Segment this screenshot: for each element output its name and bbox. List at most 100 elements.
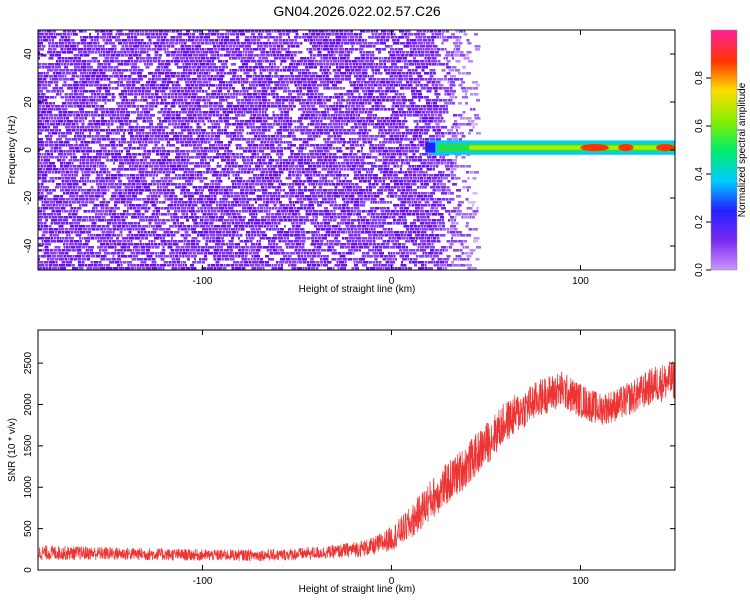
spectrogram-cell [164, 30, 169, 33]
spectrogram-cell [127, 189, 134, 192]
spectrogram-cell [137, 33, 139, 36]
spectrogram-cell [358, 93, 361, 96]
spectrogram-cell [236, 54, 242, 57]
spectrogram-cell [251, 216, 257, 219]
spectrogram-cell [404, 30, 411, 33]
spectrogram-cell [132, 177, 135, 180]
spectrogram-cell [302, 126, 309, 129]
spectrogram-cell [246, 186, 248, 189]
spectrogram-cell [413, 120, 419, 123]
spectrogram-cell [204, 222, 208, 225]
spectrogram-cell [366, 96, 373, 99]
spectrogram-cell [244, 30, 251, 33]
spectrogram-cell [106, 168, 109, 171]
spectrogram-cell [377, 189, 383, 192]
spectrogram-cell [396, 39, 400, 42]
spectrogram-cell [339, 105, 344, 108]
spectrogram-cell [395, 105, 399, 108]
spectrogram-cell [368, 210, 373, 213]
spectrogram-cell [363, 84, 368, 87]
spectrogram-cell [158, 219, 161, 222]
spectrogram-cell [420, 177, 423, 180]
spectrogram-cell [199, 180, 204, 183]
spectrogram-cell [51, 66, 55, 69]
spectrogram-cell [301, 72, 308, 75]
spectrogram-cell [333, 87, 339, 90]
spectrogram-cell [306, 129, 312, 132]
spectrogram-cell [101, 216, 106, 219]
spectrogram-cell [476, 99, 480, 102]
spectrogram-cell [121, 126, 124, 129]
spectrogram-cell [360, 216, 362, 219]
spectrogram-cell [323, 150, 330, 153]
spectrogram-cell [229, 45, 232, 48]
spectrogram-cell [117, 177, 121, 180]
spectrogram-cell [443, 87, 449, 90]
spectrogram-cell [206, 60, 212, 63]
spectrogram-cell [279, 174, 281, 177]
spectrogram-cell [272, 123, 276, 126]
spectrogram-cell [53, 102, 55, 105]
spectrogram-cell [368, 90, 374, 93]
spectrogram-cell [174, 63, 179, 66]
spectrogram-cell [250, 138, 257, 141]
spectrogram-cell [267, 39, 270, 42]
spectrogram-cell [136, 159, 139, 162]
spectrogram-cell [202, 177, 208, 180]
spectrogram-cell [429, 72, 433, 75]
spectrogram-cell [76, 114, 80, 117]
spectrogram-cell [421, 198, 425, 201]
spectrogram-cell [58, 204, 62, 207]
spectrogram-cell [219, 216, 224, 219]
spectrogram-cell [247, 150, 253, 153]
spectrogram-cell [249, 165, 251, 168]
spectrogram-cell [53, 81, 59, 84]
spectrogram-cell [243, 48, 245, 51]
spectrogram-cell [215, 192, 219, 195]
spectrogram-cell [202, 48, 204, 51]
spectrogram-cell [360, 30, 365, 33]
spectrogram-cell [263, 42, 268, 45]
spectrogram-cell [465, 102, 468, 105]
spectrogram-cell [333, 81, 336, 84]
spectrogram-cell [66, 150, 72, 153]
spectrogram-cell [91, 93, 93, 96]
spectrogram-cell [108, 87, 112, 90]
spectrogram-cell [349, 117, 356, 120]
spectrogram-cell [303, 204, 308, 207]
spectrogram-cell [165, 114, 172, 117]
spectrogram-cell [221, 45, 225, 48]
spectrogram-cell [79, 30, 83, 33]
spectrogram-cell [64, 75, 67, 78]
spectrogram-cell [204, 102, 206, 105]
spectrogram-cell [188, 36, 191, 39]
spectrogram-cell [381, 57, 384, 60]
spectrogram-cell [123, 87, 127, 90]
spectrogram-cell [263, 45, 269, 48]
spectrogram-cell [262, 192, 267, 195]
spectrogram-cell [215, 219, 218, 222]
spectrogram-cell [248, 66, 253, 69]
spectrogram-cell [180, 222, 184, 225]
spectrogram-cell [156, 174, 158, 177]
spectrogram-cell [113, 210, 116, 213]
spectrogram-cell [92, 135, 94, 138]
spectrogram-cell [416, 123, 419, 126]
spectrogram-cell [52, 168, 59, 171]
spectrogram-cell [161, 201, 166, 204]
spectrogram-cell [218, 87, 223, 90]
spectrogram-cell [375, 183, 379, 186]
spectrogram-cell [133, 207, 136, 210]
spectrogram-cell [66, 30, 72, 33]
spectrogram-cell [295, 75, 301, 78]
spectrogram-cell [465, 198, 469, 201]
spectrogram-cell [57, 57, 62, 60]
spectrogram-cell [430, 198, 434, 201]
spectrogram-cell [232, 87, 235, 90]
spectrogram-cell [163, 66, 169, 69]
spectrogram-cell [316, 174, 320, 177]
spectrogram-cell [328, 156, 332, 159]
spectrogram-cell [449, 87, 453, 90]
spectrogram-cell [437, 36, 439, 39]
spectrogram-cell [289, 201, 292, 204]
